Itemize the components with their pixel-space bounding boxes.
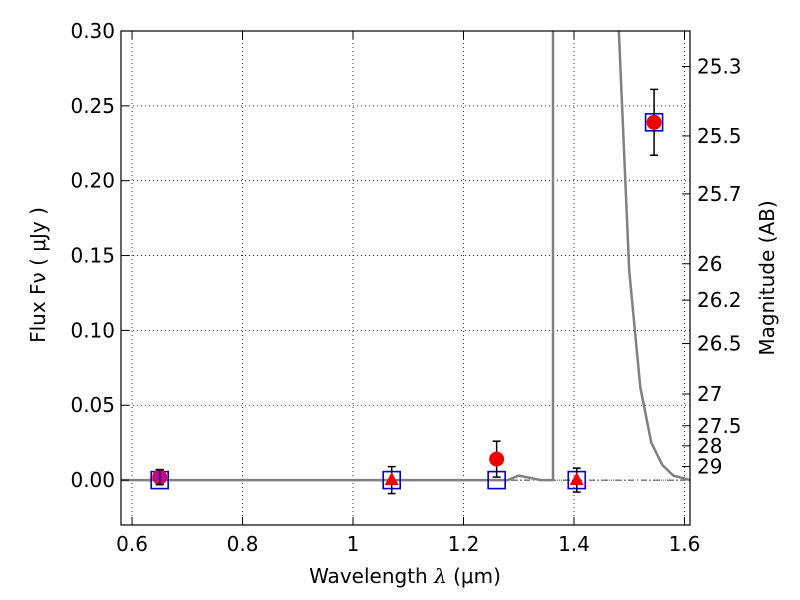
error-bar bbox=[155, 468, 164, 486]
plot-frame bbox=[120, 30, 691, 526]
right-tick-label: 25.3 bbox=[697, 54, 742, 78]
right-tick-label: 28 bbox=[697, 434, 722, 458]
right-axis-label: Magnitude (AB) bbox=[755, 200, 779, 355]
y-tick-label: 0.10 bbox=[70, 318, 115, 342]
model-spectrum-line bbox=[121, 31, 690, 482]
right-tick-label: 27.5 bbox=[697, 414, 742, 438]
x-tick-label: 1 bbox=[347, 532, 360, 556]
y-tick-label: 0.15 bbox=[70, 244, 115, 268]
x-tick-label: 0.8 bbox=[227, 532, 259, 556]
x-axis-label: Wavelength λ (μm) bbox=[309, 564, 501, 588]
x-tick-label: 1.6 bbox=[669, 532, 701, 556]
grid-lines bbox=[121, 30, 690, 525]
x-tick-label: 1.2 bbox=[448, 532, 480, 556]
right-tick-label: 26.5 bbox=[697, 332, 742, 356]
y-tick-label: 0.25 bbox=[70, 94, 115, 118]
y-axis-label: Flux Fν ( μJy ) bbox=[26, 207, 50, 343]
right-tick-label: 26.2 bbox=[697, 288, 742, 312]
axis-ticks: 0.6 0.8 1 1.2 1.4 1.6 0.00 0.05 0.10 0.15 0.20 0.25… bbox=[70, 19, 741, 556]
y-tick-label: 0.30 bbox=[70, 19, 115, 43]
right-tick-label: 25.5 bbox=[697, 124, 742, 148]
x-tick-label: 0.6 bbox=[116, 532, 148, 556]
right-tick-label: 25.7 bbox=[697, 182, 742, 206]
upper-limit-triangle bbox=[569, 472, 584, 486]
y-tick-label: 0.00 bbox=[70, 468, 115, 492]
y-tick-label: 0.05 bbox=[70, 393, 115, 417]
model-curve bbox=[121, 31, 690, 482]
data-markers bbox=[150, 88, 664, 495]
right-tick-label: 26 bbox=[697, 252, 722, 276]
x-tick-label: 1.4 bbox=[558, 532, 590, 556]
measured-point bbox=[646, 114, 662, 130]
upper-limit-triangle bbox=[384, 472, 399, 486]
right-tick-label: 27 bbox=[697, 382, 722, 406]
measured-point bbox=[489, 451, 505, 467]
y-tick-label: 0.20 bbox=[70, 169, 115, 193]
right-tick-label: 29 bbox=[697, 454, 722, 478]
